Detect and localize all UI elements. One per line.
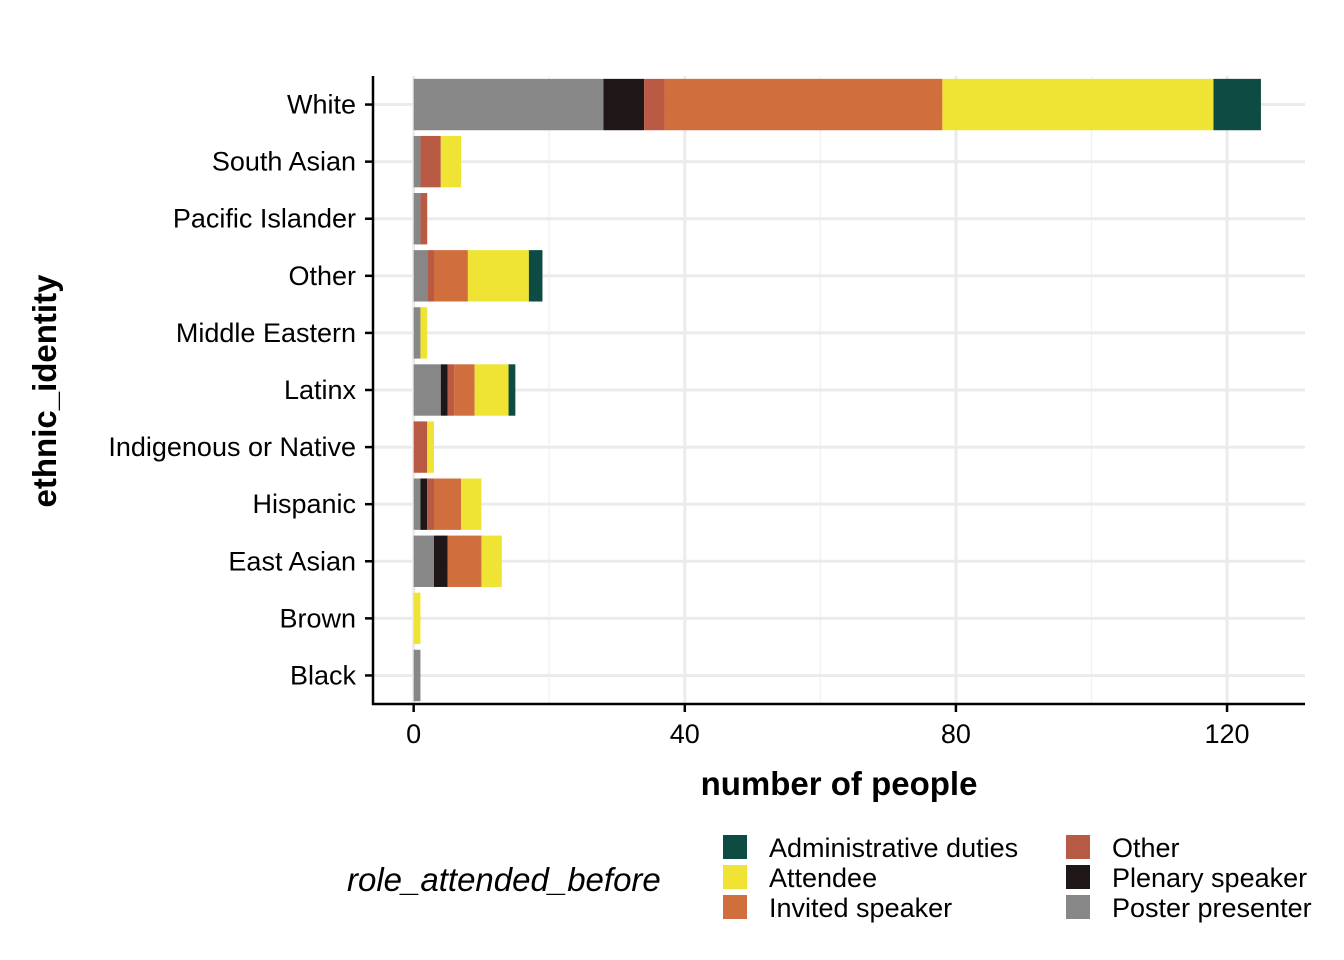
y-tick-label: Latinx bbox=[284, 375, 357, 405]
y-tick-label: Indigenous or Native bbox=[108, 432, 356, 462]
bar-segment bbox=[427, 478, 435, 530]
bar-segment bbox=[413, 592, 421, 645]
bar-segment bbox=[440, 364, 448, 416]
y-tick-label: Pacific Islander bbox=[173, 204, 356, 234]
bar-layer bbox=[413, 78, 1261, 702]
x-tick-labels: 0 40 80 120 bbox=[406, 719, 1249, 749]
bar-segment bbox=[447, 364, 455, 416]
bar-segment bbox=[664, 78, 943, 131]
legend-swatch bbox=[723, 895, 747, 919]
bar-segment bbox=[467, 250, 529, 302]
y-tick-label: Hispanic bbox=[252, 489, 356, 519]
legend-swatch bbox=[723, 835, 747, 859]
bar-segment bbox=[461, 478, 482, 530]
axis-layer bbox=[365, 76, 1305, 712]
bar-segment bbox=[413, 193, 421, 245]
y-tick-label: White bbox=[287, 90, 356, 120]
bar-segment bbox=[481, 535, 502, 587]
bar-segment bbox=[644, 78, 665, 131]
bar-segment bbox=[413, 364, 441, 416]
bar-segment bbox=[942, 78, 1214, 131]
legend-swatch bbox=[1066, 895, 1090, 919]
y-tick-label: South Asian bbox=[212, 147, 356, 177]
bar-segment bbox=[474, 364, 509, 416]
y-tick-label: Middle Eastern bbox=[176, 318, 356, 348]
bar-segment bbox=[420, 478, 428, 530]
x-tick-label: 80 bbox=[941, 719, 971, 749]
bar-segment bbox=[440, 135, 462, 188]
bar-segment bbox=[454, 364, 475, 416]
x-axis-title: number of people bbox=[701, 765, 978, 802]
bar-segment bbox=[447, 535, 482, 587]
y-tick-label: East Asian bbox=[228, 546, 356, 576]
bar-segment bbox=[413, 478, 421, 530]
bar-segment bbox=[420, 135, 441, 188]
y-tick-label: Other bbox=[288, 261, 356, 291]
bar-segment bbox=[434, 535, 448, 587]
bar-segment bbox=[413, 649, 421, 702]
bar-segment bbox=[603, 78, 645, 131]
bar-segment bbox=[434, 250, 468, 302]
bar-segment bbox=[420, 193, 428, 245]
bar-segment bbox=[427, 421, 435, 473]
bar-segment bbox=[427, 250, 435, 302]
bar-segment bbox=[434, 478, 462, 530]
bar-segment bbox=[413, 307, 421, 359]
y-tick-label: Brown bbox=[279, 603, 356, 633]
legend-swatch bbox=[1066, 835, 1090, 859]
legend: role_attended_before Administrative duti… bbox=[347, 833, 1312, 923]
bar-segment bbox=[1213, 78, 1261, 131]
x-tick-label: 120 bbox=[1205, 719, 1250, 749]
bar-segment bbox=[413, 421, 428, 473]
legend-swatch bbox=[1066, 865, 1090, 889]
x-tick-label: 40 bbox=[670, 719, 700, 749]
legend-title: role_attended_before bbox=[347, 861, 661, 898]
legend-swatch bbox=[723, 865, 747, 889]
legend-label: Other bbox=[1112, 833, 1180, 863]
legend-label: Administrative duties bbox=[769, 833, 1018, 863]
bar-segment bbox=[413, 78, 604, 131]
bar-segment bbox=[528, 250, 543, 302]
bar-segment bbox=[508, 364, 516, 416]
bar-segment bbox=[420, 307, 428, 359]
bar-segment bbox=[413, 250, 428, 302]
y-tick-label: Black bbox=[290, 660, 357, 690]
bar-segment bbox=[413, 135, 421, 188]
legend-label: Invited speaker bbox=[769, 893, 952, 923]
legend-label: Plenary speaker bbox=[1112, 863, 1307, 893]
y-axis-title: ethnic_identity bbox=[26, 274, 63, 508]
legend-label: Attendee bbox=[769, 863, 877, 893]
y-tick-labels: Black Brown East Asian Hispanic Indigenous o… bbox=[108, 90, 356, 691]
legend-label: Poster presenter bbox=[1112, 893, 1312, 923]
x-tick-label: 0 bbox=[406, 719, 421, 749]
bar-segment bbox=[413, 535, 435, 587]
